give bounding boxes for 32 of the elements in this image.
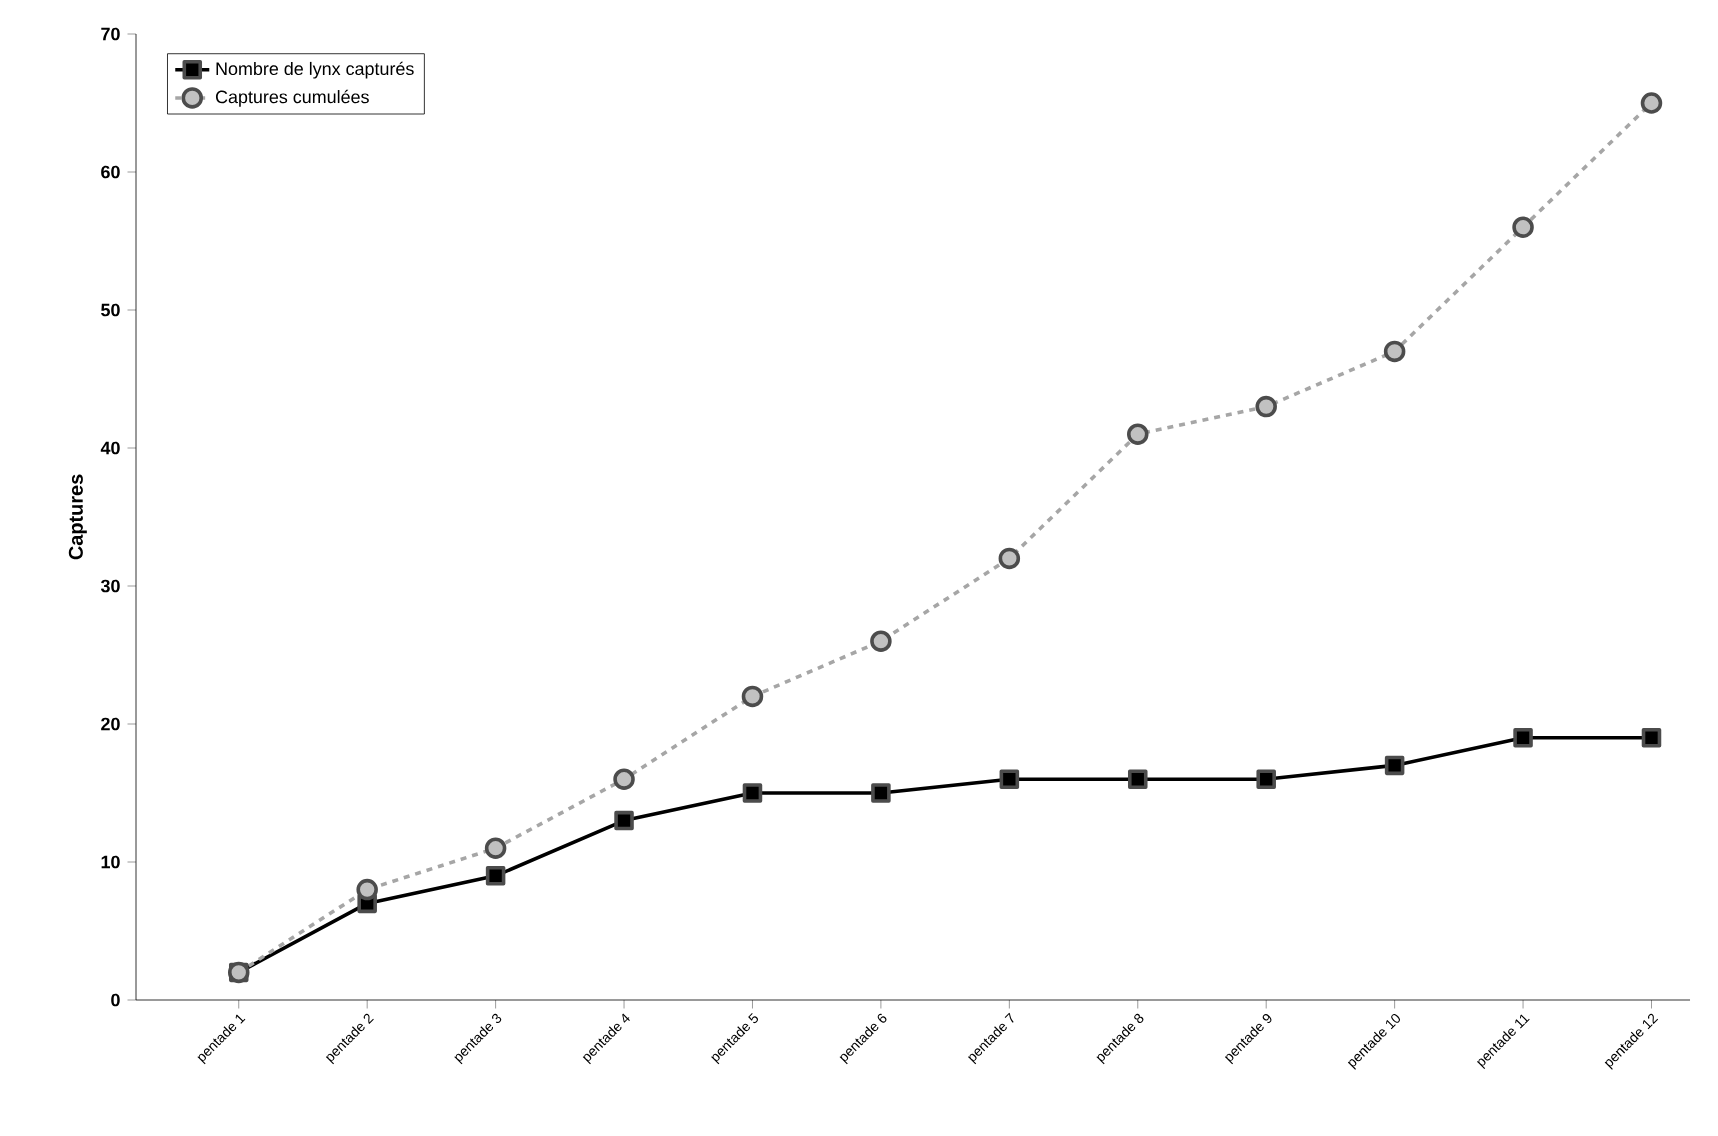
point xyxy=(484,837,507,859)
point xyxy=(998,547,1021,570)
point xyxy=(999,769,1020,789)
point xyxy=(485,866,506,886)
point xyxy=(742,783,763,803)
y-tick-label: 0 xyxy=(111,993,120,1007)
y-tick-label: 30 xyxy=(100,579,120,593)
y-tick-label: 40 xyxy=(100,441,120,455)
point xyxy=(356,878,378,901)
point xyxy=(1384,755,1405,776)
y-tick-label: 20 xyxy=(101,717,120,731)
y-tick-label: 70 xyxy=(101,27,120,41)
y-axis-title: Captures xyxy=(68,474,87,560)
legend-label: Nombre de lynx capturés xyxy=(216,61,414,79)
point xyxy=(1512,216,1534,238)
point xyxy=(613,768,635,790)
point xyxy=(1513,728,1533,748)
legend-label: Captures cumulées xyxy=(215,89,369,107)
point xyxy=(1127,423,1149,445)
point xyxy=(1383,340,1406,363)
y-tick-label: 10 xyxy=(101,855,120,869)
point xyxy=(870,630,892,652)
point xyxy=(871,783,891,803)
point xyxy=(1641,728,1662,748)
point xyxy=(741,685,764,708)
point xyxy=(614,810,634,831)
y-tick-label: 50 xyxy=(101,303,120,317)
point xyxy=(1255,395,1277,418)
point xyxy=(1640,92,1663,114)
y-tick-label: 60 xyxy=(101,165,120,179)
point xyxy=(1127,769,1148,789)
point xyxy=(1256,769,1276,789)
